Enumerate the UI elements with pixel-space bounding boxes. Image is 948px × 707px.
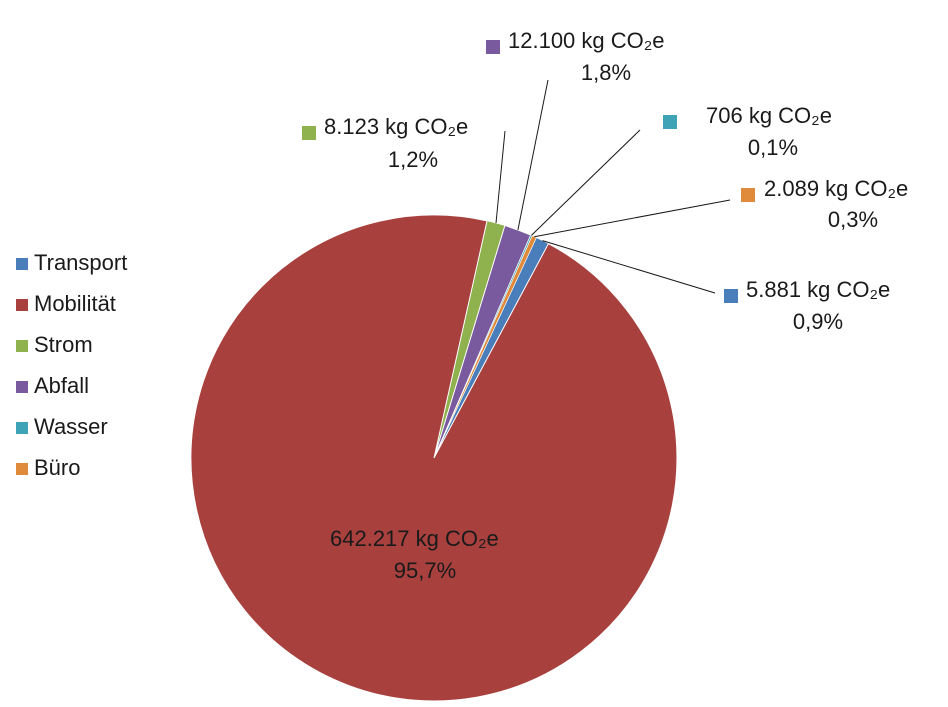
leader-line-strom	[495, 130, 506, 224]
legend-label-wasser: Wasser	[34, 414, 108, 439]
legend-swatch-abfall	[16, 381, 28, 393]
data-label-transport: 5.881 kg CO₂e 0,9%	[724, 277, 890, 334]
legend-swatch-buero	[16, 463, 28, 475]
legend-swatch-wasser	[16, 422, 28, 434]
label-swatch-buero	[741, 188, 755, 202]
legend-item-wasser: Wasser	[16, 414, 108, 439]
legend-swatch-mobilitaet	[16, 299, 28, 311]
label-swatch-transport	[724, 289, 738, 303]
value-label-mobilitaet: 642.217 kg CO₂e	[330, 526, 499, 551]
percent-label-transport: 0,9%	[793, 309, 843, 334]
data-labels: 5.881 kg CO₂e 0,9% 642.217 kg CO₂e 95,7% 8.1…	[302, 28, 908, 583]
legend-item-strom: Strom	[16, 332, 93, 357]
legend-item-transport: Transport	[16, 250, 127, 275]
legend-label-transport: Transport	[34, 250, 127, 275]
percent-label-wasser: 0,1%	[748, 135, 798, 160]
data-label-mobilitaet: 642.217 kg CO₂e 95,7%	[330, 526, 499, 583]
legend-label-mobilitaet: Mobilität	[34, 291, 116, 316]
data-label-abfall: 12.100 kg CO₂e 1,8%	[486, 28, 665, 85]
value-label-buero: 2.089 kg CO₂e	[764, 176, 908, 201]
data-label-wasser: 706 kg CO₂e 0,1%	[663, 103, 832, 160]
data-label-strom: 8.123 kg CO₂e 1,2%	[302, 114, 468, 172]
leader-line-abfall	[517, 79, 549, 231]
data-label-buero: 2.089 kg CO₂e 0,3%	[741, 176, 908, 232]
value-label-abfall: 12.100 kg CO₂e	[508, 28, 665, 53]
value-label-strom: 8.123 kg CO₂e	[324, 114, 468, 139]
label-swatch-strom	[302, 126, 316, 140]
value-label-wasser: 706 kg CO₂e	[706, 103, 832, 128]
value-label-transport: 5.881 kg CO₂e	[746, 277, 890, 302]
pie-slice-mobilitaet	[190, 214, 678, 702]
legend-label-buero: Büro	[34, 455, 80, 480]
legend-label-abfall: Abfall	[34, 373, 89, 398]
pie-slices	[190, 214, 678, 702]
legend-item-abfall: Abfall	[16, 373, 89, 398]
legend-item-buero: Büro	[16, 455, 80, 480]
legend: Transport Mobilität Strom Abfall Wasser Büro	[16, 250, 127, 480]
label-swatch-wasser	[663, 115, 677, 129]
percent-label-buero: 0,3%	[828, 207, 878, 232]
legend-swatch-strom	[16, 340, 28, 352]
legend-item-mobilitaet: Mobilität	[16, 291, 116, 316]
leader-line-wasser	[531, 129, 641, 236]
leader-line-buero	[534, 199, 731, 238]
leader-lines	[495, 79, 731, 294]
legend-swatch-transport	[16, 258, 28, 270]
label-swatch-abfall	[486, 40, 500, 54]
legend-label-strom: Strom	[34, 332, 93, 357]
percent-label-strom: 1,2%	[388, 147, 438, 172]
percent-label-abfall: 1,8%	[581, 60, 631, 85]
percent-label-mobilitaet: 95,7%	[394, 558, 456, 583]
leader-line-transport	[542, 240, 716, 294]
